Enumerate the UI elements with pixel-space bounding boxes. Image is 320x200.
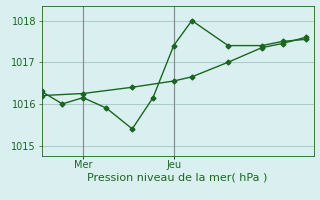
X-axis label: Pression niveau de la mer( hPa ): Pression niveau de la mer( hPa ) bbox=[87, 173, 268, 183]
